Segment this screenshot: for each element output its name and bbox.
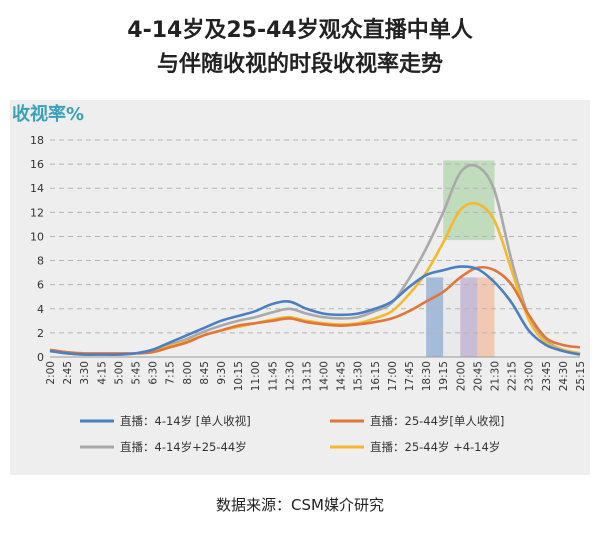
y-tick-label: 4 <box>37 303 44 316</box>
y-tick-label: 10 <box>30 230 44 243</box>
y-tick-label: 6 <box>37 279 44 292</box>
highlight-band <box>426 277 444 357</box>
x-tick-label: 15:30 <box>353 361 365 391</box>
x-tick-label: 17:45 <box>404 361 416 391</box>
x-tick-label: 21:30 <box>490 361 502 391</box>
x-tick-label: 23:45 <box>541 361 553 391</box>
x-tick-label: 8:45 <box>199 361 211 385</box>
source-note: 数据来源：CSM媒介研究 <box>216 496 384 514</box>
y-tick-label: 8 <box>37 255 44 268</box>
chart-panel: 收视率% 0 2 4 6 8 10 12 14 16 18 2:00 2:45 3:30 4:15 5:00 5… <box>10 100 590 475</box>
x-tick-label: 2:45 <box>62 361 74 385</box>
x-tick-label: 6:30 <box>148 361 160 385</box>
x-tick-label: 13:15 <box>301 361 313 391</box>
series-line <box>49 265 581 356</box>
x-tick-label: 16:15 <box>370 361 382 391</box>
x-tick-label: 24:30 <box>558 361 570 391</box>
x-tick-label: 25:15 <box>575 361 587 391</box>
legend-label: 直播：4-14岁 [单人收视] <box>120 414 251 428</box>
y-tick-label: 16 <box>30 158 44 171</box>
x-tick-label: 14:00 <box>319 361 331 391</box>
y-tick-label: 12 <box>30 206 44 219</box>
x-tick-label: 12:30 <box>284 361 296 391</box>
y-tick-label: 0 <box>37 351 44 364</box>
x-tick-label: 11:00 <box>250 361 262 391</box>
highlight-band <box>477 277 495 357</box>
legend-label: 直播：25-44岁[单人收视] <box>370 414 504 428</box>
chart-title-line-1: 4-14岁及25-44岁观众直播中单人 <box>127 18 473 43</box>
x-tick-label: 23:00 <box>524 361 536 391</box>
y-tick-label: 18 <box>30 134 44 147</box>
x-tick-label: 19:15 <box>438 361 450 391</box>
x-tick-label: 3:30 <box>79 361 91 385</box>
x-tick-label: 5:00 <box>113 361 125 385</box>
x-tick-label: 10:15 <box>233 361 245 391</box>
x-tick-label: 8:00 <box>182 361 194 385</box>
x-tick-label: 11:45 <box>267 361 279 391</box>
y-axis-label: 收视率% <box>12 103 84 125</box>
x-tick-label: 18:30 <box>421 361 433 391</box>
x-tick-label: 22:15 <box>507 361 519 391</box>
legend-label: 直播：4-14岁+25-44岁 <box>120 440 247 454</box>
x-tick-label: 20:45 <box>472 361 484 391</box>
x-tick-label: 7:15 <box>165 361 177 385</box>
x-tick-label: 2:00 <box>45 361 57 385</box>
x-tick-label: 20:00 <box>455 361 467 391</box>
x-tick-label: 14:45 <box>336 361 348 391</box>
chart-title-line-2: 与伴随收视的时段收视率走势 <box>156 52 443 77</box>
x-tick-label: 5:45 <box>130 361 142 385</box>
highlight-band <box>460 277 478 357</box>
highlight-band <box>443 277 461 357</box>
legend-label: 直播：25-44岁 +4-14岁 <box>370 440 500 454</box>
x-tick-label: 17:00 <box>387 361 399 391</box>
y-tick-label: 14 <box>30 182 44 195</box>
x-tick-label: 9:30 <box>216 361 228 385</box>
x-tick-label: 4:15 <box>96 361 108 385</box>
y-tick-label: 2 <box>37 327 44 340</box>
